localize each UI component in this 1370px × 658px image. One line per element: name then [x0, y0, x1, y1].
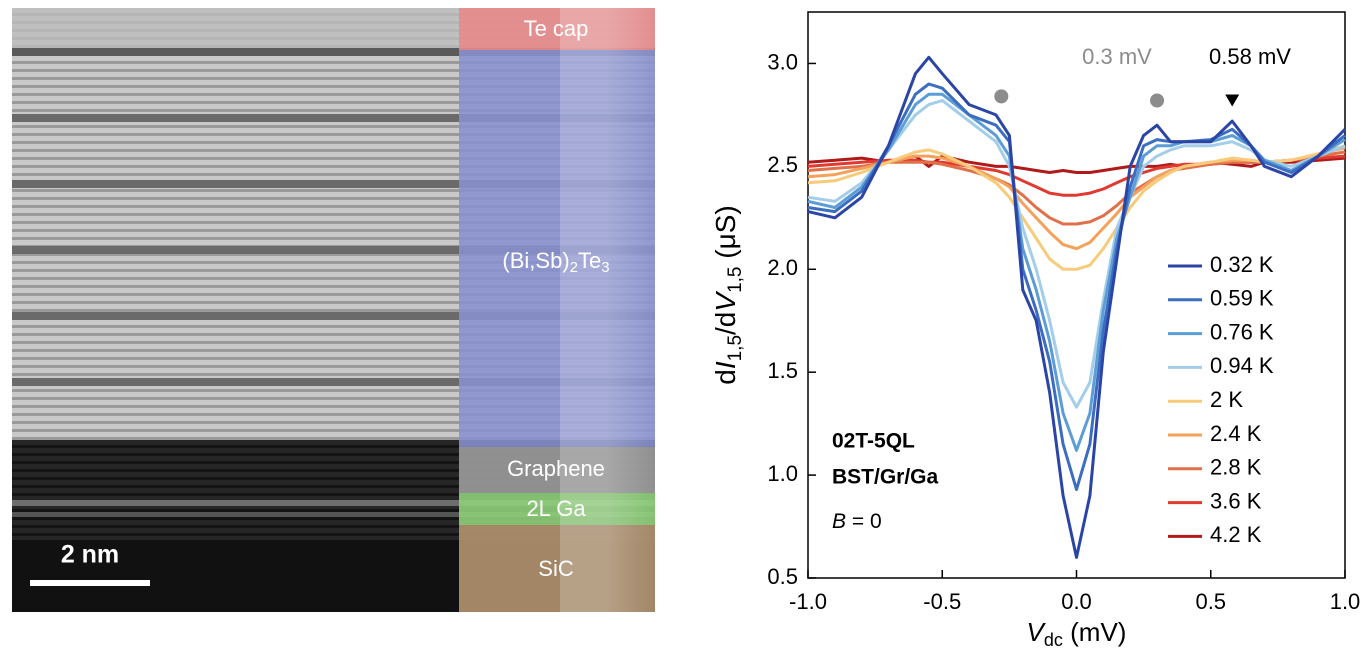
condition-part: B: [832, 510, 846, 533]
layer-label-part: Te: [578, 248, 601, 273]
y-axis-label-part: /d: [710, 312, 741, 335]
y-axis-label-part: d: [710, 369, 741, 385]
condition-part: = 0: [846, 510, 882, 533]
y-axis-label-part: 1,5: [725, 335, 746, 361]
y-tick-label: 0.5: [767, 564, 798, 589]
sample-label: BST/Gr/Ga: [832, 466, 939, 489]
layer-label: 2L Ga: [526, 496, 586, 521]
legend-label: 4.2 K: [1210, 522, 1262, 547]
y-tick-label: 1.5: [767, 358, 798, 383]
layer-label-part: 2: [570, 259, 578, 276]
x-axis-label-part: (mV): [1063, 617, 1127, 647]
x-tick-label: -1.0: [789, 589, 827, 614]
series-line: [807, 144, 1346, 271]
legend-label: 0.94 K: [1210, 353, 1274, 378]
y-tick-label: 2.0: [767, 255, 798, 280]
layer-label: SiC: [538, 556, 574, 581]
series-line: [807, 150, 1346, 226]
x-tick-label: 0.0: [1061, 589, 1092, 614]
marker: [1225, 94, 1240, 107]
y-axis-label-part: I: [710, 361, 741, 369]
series-line: [807, 146, 1346, 251]
y-axis-label: dI1,5/dV1,5 (μS): [710, 205, 746, 385]
condition-label: B = 0: [832, 510, 882, 533]
y-tick-label: 1.0: [767, 461, 798, 486]
layer-label-part: (Bi,Sb): [502, 248, 569, 273]
x-axis-label: Vdc (mV): [1027, 617, 1127, 650]
x-tick-label: 1.0: [1330, 589, 1361, 614]
legend-label: 2.4 K: [1210, 421, 1262, 446]
legend-label: 0.76 K: [1210, 319, 1274, 344]
layer-label: Graphene: [507, 456, 605, 481]
x-axis-label-part: V: [1027, 617, 1047, 647]
legend-label: 0.59 K: [1210, 286, 1274, 311]
scale-bar-label: 2 nm: [61, 541, 119, 569]
sample-label: 02T-5QL: [832, 430, 915, 453]
marker: [994, 89, 1009, 104]
x-tick-label: -0.5: [923, 589, 961, 614]
annotation: 0.3 mV: [1082, 44, 1152, 69]
y-tick-label: 3.0: [767, 49, 798, 74]
x-tick-label: 0.5: [1195, 589, 1226, 614]
y-axis-label-part: 1,5: [725, 267, 746, 293]
y-axis-label-part: V: [710, 291, 741, 312]
series-line: [807, 55, 1347, 559]
layer-label-part: 3: [601, 259, 609, 276]
y-tick-label: 2.5: [767, 152, 798, 177]
legend-label: 0.32 K: [1210, 252, 1274, 277]
x-axis-label-part: dc: [1044, 630, 1063, 650]
micrograph: 2 nm Te cap (Bi,Sb)2Te3 Graphene 2L Ga SiC: [12, 8, 655, 612]
y-axis-label-part: (μS): [710, 205, 741, 266]
legend-label: 3.6 K: [1210, 488, 1262, 513]
series-line: [807, 99, 1346, 409]
series-line: [807, 154, 1346, 174]
legend-label: 2 K: [1210, 387, 1243, 412]
layer-label: (Bi,Sb)2Te3: [502, 248, 609, 276]
annotation: 0.58 mV: [1209, 44, 1291, 69]
marker: [1150, 93, 1165, 108]
series-line: [807, 82, 1346, 491]
plot: 0.5 1.0 1.5 2.0 2.5 3.0 -1.0 -0.5 0.0 0.5 1.0 Vdc (…: [710, 11, 1361, 650]
legend-label: 2.8 K: [1210, 455, 1262, 480]
layer-label: Te cap: [524, 16, 589, 41]
series-line: [807, 92, 1346, 452]
